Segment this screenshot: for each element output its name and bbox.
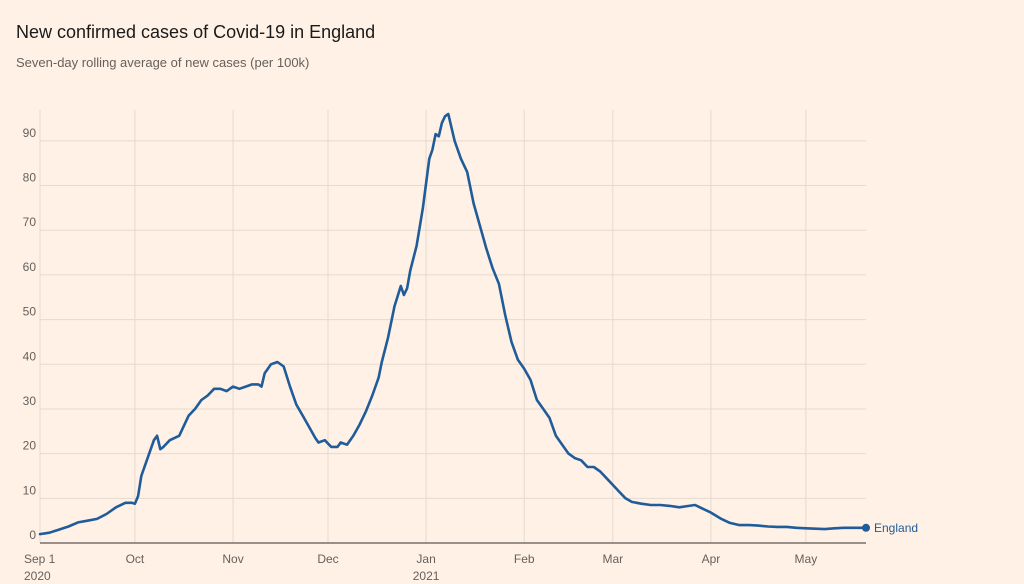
series-line-england bbox=[38, 112, 868, 536]
x-tick-label: Sep 1 bbox=[24, 552, 56, 566]
y-tick-label: 30 bbox=[23, 394, 37, 408]
y-tick-label: 60 bbox=[23, 260, 37, 274]
x-tick-label: Nov bbox=[222, 552, 243, 566]
y-tick-label: 20 bbox=[23, 439, 37, 453]
x-tick-label: Oct bbox=[126, 552, 145, 566]
y-tick-label: 10 bbox=[23, 483, 37, 497]
y-tick-label: 50 bbox=[23, 305, 37, 319]
x-tick-label: Dec bbox=[317, 552, 338, 566]
x-tick-label: Apr bbox=[702, 552, 721, 566]
series-layer: England bbox=[38, 112, 918, 536]
axis-layer: 0 10 20 30 40 50 60 70 80 90 Sep 1 2020 Oct Nov Dec Jan… bbox=[23, 126, 866, 583]
y-tick-label: 40 bbox=[23, 349, 37, 363]
x-tick-label: Feb bbox=[514, 552, 535, 566]
chart-subtitle: Seven-day rolling average of new cases (… bbox=[16, 55, 310, 70]
y-tick-label: 0 bbox=[29, 528, 36, 542]
chart-title: New confirmed cases of Covid-19 in Engla… bbox=[16, 22, 376, 42]
series-end-label: England bbox=[874, 521, 918, 535]
x-tick-label: Mar bbox=[602, 552, 623, 566]
x-tick-sublabel: 2020 bbox=[24, 569, 51, 583]
x-tick-label: May bbox=[795, 552, 818, 566]
grid-layer bbox=[39, 110, 866, 543]
x-tick-sublabel: 2021 bbox=[413, 569, 440, 583]
x-tick-label: Jan bbox=[416, 552, 435, 566]
series-end-marker bbox=[862, 523, 870, 532]
y-tick-label: 90 bbox=[23, 126, 37, 140]
y-tick-label: 70 bbox=[23, 215, 37, 229]
y-tick-label: 80 bbox=[23, 171, 37, 185]
